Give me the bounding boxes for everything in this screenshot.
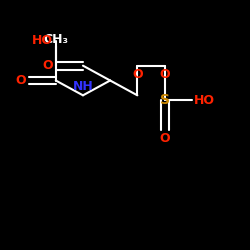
Text: O: O [159,132,170,145]
Text: NH: NH [72,80,93,93]
Text: HO: HO [32,34,53,48]
Text: O: O [159,68,170,81]
Text: O: O [43,59,53,72]
Text: HO: HO [194,94,215,107]
Text: CH₃: CH₃ [43,33,68,46]
Text: O: O [132,68,143,81]
Text: O: O [16,74,26,87]
Text: S: S [160,93,170,107]
